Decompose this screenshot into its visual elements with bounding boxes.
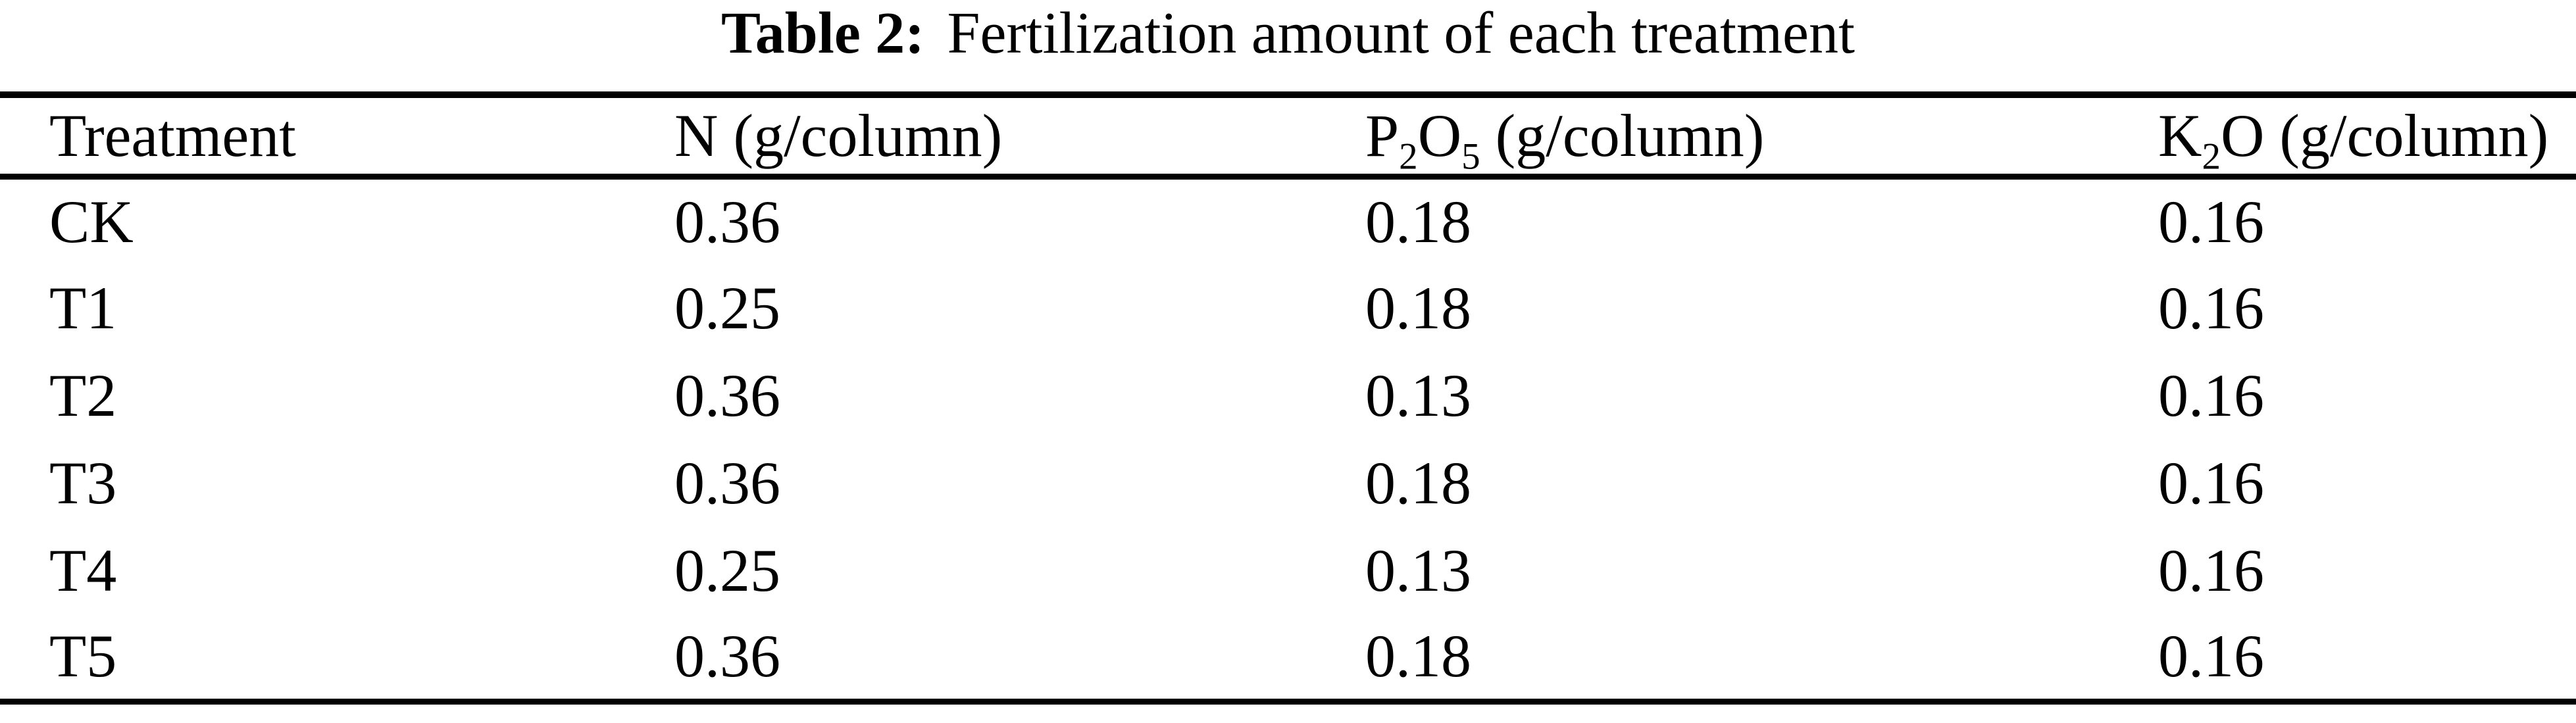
cell-n: 0.36 [674, 622, 780, 690]
cell-k2o: 0.16 [2158, 187, 2264, 255]
cell-k2o: 0.16 [2158, 449, 2264, 516]
column-header-treatment: Treatment [0, 95, 674, 180]
cell-treatment: T1 [49, 274, 117, 341]
table-row: T4 0.25 0.13 0.16 [0, 526, 2576, 614]
cell-n: 0.36 [674, 449, 780, 516]
p2o5-subscript-2: 2 [1399, 136, 1418, 176]
cell-k2o: 0.16 [2158, 536, 2264, 604]
cell-k2o: 0.16 [2158, 274, 2264, 341]
table-row: T1 0.25 0.18 0.16 [0, 264, 2576, 351]
table-caption-text: Fertilization amount of each treatment [947, 1, 1855, 66]
p2o5-symbol-o: O [1417, 102, 1462, 170]
table-row: T3 0.36 0.18 0.16 [0, 439, 2576, 526]
k2o-symbol-o: O [2220, 102, 2265, 170]
cell-p2o5: 0.18 [1365, 622, 1471, 690]
cell-n: 0.25 [674, 536, 780, 604]
table-header: Treatment N (g/column) P2O5 (g/column) K… [0, 95, 2576, 180]
table-caption-label: Table 2: [721, 1, 925, 66]
table-body: CK 0.36 0.18 0.16 T1 0.25 0.18 0.16 T2 0… [0, 176, 2576, 701]
cell-p2o5: 0.18 [1365, 449, 1471, 516]
column-header-k2o: K2O (g/column) [2158, 95, 2576, 180]
cell-n: 0.36 [674, 187, 780, 255]
cell-k2o: 0.16 [2158, 361, 2264, 429]
k2o-unit: (g/column) [2264, 102, 2549, 170]
k2o-subscript-2: 2 [2202, 136, 2221, 176]
cell-n: 0.36 [674, 361, 780, 429]
column-header-n: N (g/column) [674, 95, 1365, 180]
p2o5-subscript-5: 5 [1461, 136, 1480, 176]
cell-treatment: T2 [49, 361, 117, 429]
cell-p2o5: 0.18 [1365, 274, 1471, 341]
table-row: T2 0.36 0.13 0.16 [0, 351, 2576, 439]
k2o-symbol-k: K [2158, 102, 2202, 170]
table-caption: Table 2: Fertilization amount of each tr… [0, 0, 2576, 91]
cell-treatment: T3 [49, 449, 117, 516]
cell-n: 0.25 [674, 274, 780, 341]
p2o5-symbol-p: P [1365, 102, 1400, 170]
cell-p2o5: 0.18 [1365, 187, 1471, 255]
header-row: Treatment N (g/column) P2O5 (g/column) K… [0, 95, 2576, 180]
table-row: CK 0.36 0.18 0.16 [0, 176, 2576, 264]
cell-treatment: T4 [49, 536, 117, 604]
fertilization-table: Treatment N (g/column) P2O5 (g/column) K… [0, 91, 2576, 705]
cell-p2o5: 0.13 [1365, 361, 1471, 429]
p2o5-unit: (g/column) [1480, 102, 1765, 170]
table-row: T5 0.36 0.18 0.16 [0, 614, 2576, 701]
cell-treatment: CK [49, 187, 134, 255]
column-header-p2o5: P2O5 (g/column) [1365, 95, 2158, 180]
cell-k2o: 0.16 [2158, 622, 2264, 690]
cell-p2o5: 0.13 [1365, 536, 1471, 604]
cell-treatment: T5 [49, 622, 117, 690]
